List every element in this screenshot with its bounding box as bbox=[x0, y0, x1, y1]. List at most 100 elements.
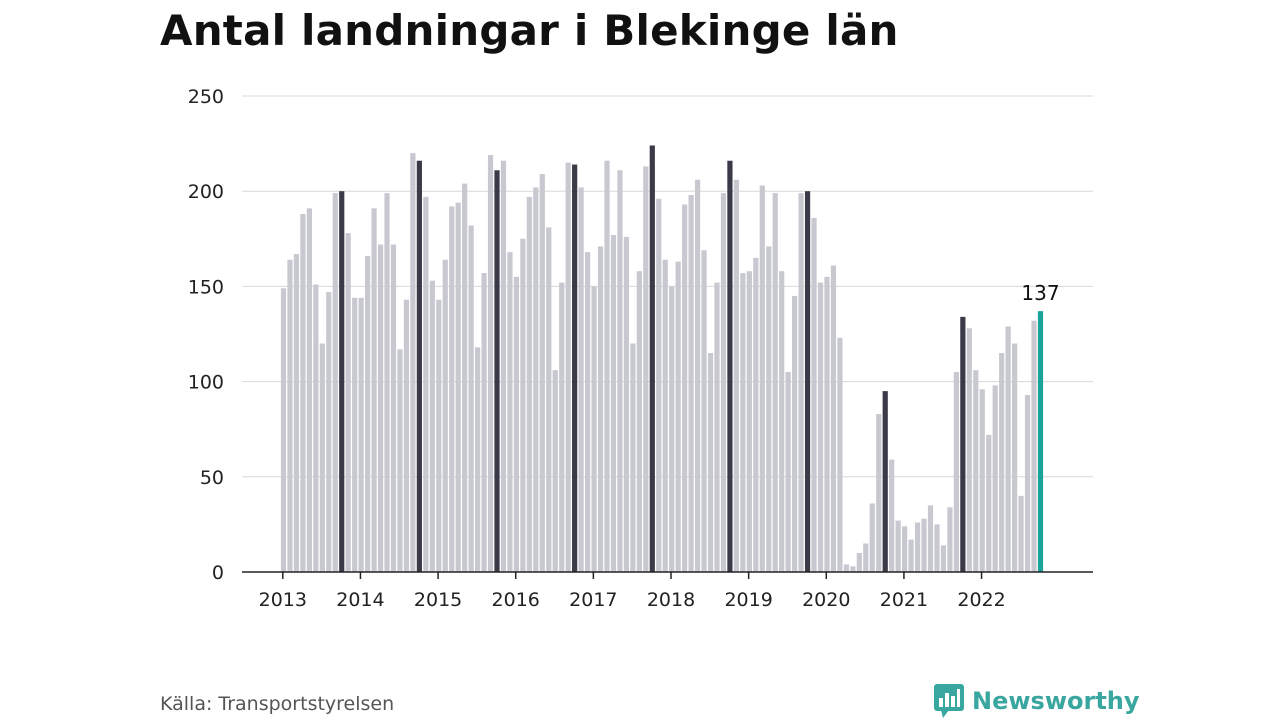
bar bbox=[804, 191, 811, 572]
bar bbox=[921, 518, 927, 572]
bar bbox=[675, 261, 681, 572]
bar bbox=[792, 295, 798, 572]
bar bbox=[798, 193, 804, 572]
bar bbox=[669, 286, 675, 572]
bar bbox=[688, 195, 694, 572]
bar bbox=[759, 185, 765, 572]
bar bbox=[720, 193, 727, 572]
bar bbox=[785, 372, 791, 572]
bar bbox=[740, 273, 746, 572]
bar bbox=[371, 208, 377, 572]
bar bbox=[326, 292, 332, 572]
bar bbox=[869, 503, 875, 572]
bar bbox=[352, 297, 358, 572]
bar bbox=[979, 389, 985, 572]
bars bbox=[280, 145, 1044, 573]
bar bbox=[643, 166, 649, 572]
bar bbox=[287, 259, 293, 572]
y-tick-label: 0 bbox=[212, 562, 224, 584]
bar bbox=[520, 238, 526, 573]
bar bbox=[1005, 326, 1011, 572]
y-tick-label: 100 bbox=[188, 372, 224, 394]
bar bbox=[526, 196, 532, 573]
bar bbox=[714, 282, 720, 572]
bar bbox=[578, 187, 584, 572]
x-tick-label: 2014 bbox=[336, 589, 384, 611]
bar bbox=[559, 282, 565, 572]
x-tick-label: 2022 bbox=[957, 589, 1005, 611]
bar bbox=[733, 179, 739, 572]
bar bbox=[280, 288, 287, 572]
bar bbox=[507, 252, 513, 573]
bar bbox=[565, 162, 571, 572]
bar bbox=[358, 297, 364, 572]
bar bbox=[481, 273, 487, 572]
bar bbox=[953, 372, 959, 572]
bar bbox=[300, 214, 306, 572]
bar bbox=[533, 187, 539, 572]
bar bbox=[591, 286, 597, 572]
bar bbox=[649, 145, 655, 572]
bar bbox=[436, 299, 442, 572]
bar bbox=[811, 217, 817, 572]
bar bbox=[1024, 394, 1031, 572]
bar bbox=[306, 208, 312, 572]
bar bbox=[1031, 320, 1037, 572]
bar bbox=[623, 236, 630, 572]
bar bbox=[630, 343, 636, 572]
bar bbox=[552, 370, 558, 572]
bar bbox=[584, 252, 591, 573]
bar bbox=[384, 193, 390, 572]
bar bbox=[403, 299, 410, 572]
bar bbox=[843, 564, 849, 572]
chart-title: Antal landningar i Blekinge län bbox=[160, 6, 899, 55]
bar bbox=[947, 507, 953, 572]
bar bbox=[914, 522, 921, 572]
bar bbox=[656, 198, 662, 573]
bar bbox=[345, 233, 351, 572]
bar bbox=[973, 370, 979, 572]
bar bbox=[927, 505, 934, 572]
bar bbox=[837, 337, 843, 572]
x-tick-label: 2013 bbox=[259, 589, 307, 611]
bar bbox=[610, 234, 617, 572]
bar bbox=[876, 413, 882, 572]
bar bbox=[410, 153, 416, 572]
annotations: 137 bbox=[1021, 281, 1059, 305]
bar bbox=[455, 202, 461, 572]
bar bbox=[856, 552, 862, 572]
bar bbox=[339, 191, 345, 572]
bar bbox=[468, 225, 474, 573]
bar bbox=[332, 193, 338, 572]
x-axis: 2013 2014 2015 2016 2017 2018 2019 2020 2021 2022 bbox=[242, 571, 1093, 611]
bar bbox=[992, 385, 998, 572]
bar bbox=[707, 353, 714, 572]
y-tick-label: 250 bbox=[188, 86, 224, 108]
bar bbox=[824, 276, 830, 572]
x-tick-label: 2021 bbox=[880, 589, 928, 611]
bar bbox=[940, 545, 947, 572]
bar bbox=[830, 265, 837, 572]
bar bbox=[1018, 495, 1024, 572]
bar bbox=[293, 254, 300, 573]
bar bbox=[377, 244, 384, 572]
bar bbox=[442, 259, 448, 572]
bar bbox=[1012, 343, 1018, 572]
bar bbox=[1037, 311, 1044, 572]
latest-value-label: 137 bbox=[1021, 281, 1059, 305]
bar bbox=[662, 259, 668, 572]
bar bbox=[999, 353, 1005, 572]
y-tick-label: 200 bbox=[188, 181, 224, 203]
bar bbox=[966, 328, 972, 572]
bar bbox=[701, 250, 707, 572]
bar bbox=[494, 170, 500, 573]
x-tick-label: 2015 bbox=[414, 589, 462, 611]
bar bbox=[889, 459, 895, 572]
bar bbox=[429, 280, 435, 572]
bar bbox=[500, 160, 507, 572]
bar bbox=[365, 255, 371, 572]
bar bbox=[727, 160, 733, 572]
bar bbox=[636, 271, 642, 572]
bar bbox=[390, 244, 397, 572]
bar bbox=[462, 183, 468, 573]
